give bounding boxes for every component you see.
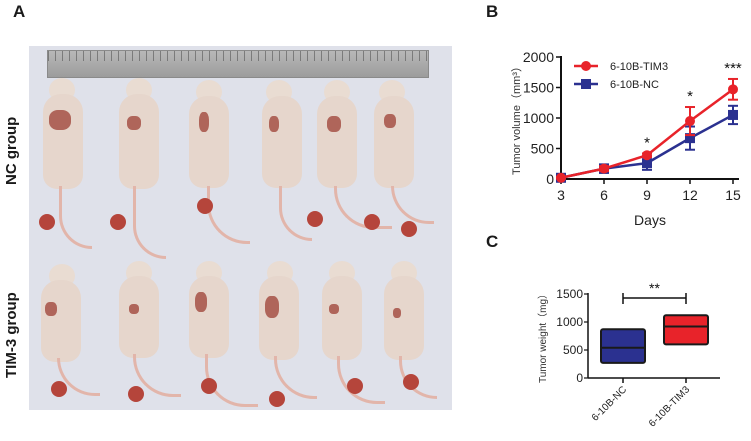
box <box>663 314 709 346</box>
y-tick-label: 0 <box>576 371 583 385</box>
data-point <box>599 163 609 174</box>
legend-label: 6-10B-TIM3 <box>610 61 668 73</box>
y-tick-label: 1500 <box>523 80 554 96</box>
y-axis-title: Tumor volume（mm³） <box>510 61 523 175</box>
y-tick-label: 1000 <box>556 315 583 329</box>
tumor-weight-chart: 0 500 1000 1500 Tumor weight（mg） 6-10B-NC 6-10… <box>537 280 720 429</box>
x-tick-label: 3 <box>557 187 565 203</box>
x-tick-label: 6 <box>600 187 608 203</box>
x-tick-label: 9 <box>643 187 651 203</box>
significance-marker: ** <box>649 280 660 296</box>
data-point <box>728 109 738 120</box>
legend-marker <box>581 61 591 71</box>
data-point <box>685 116 695 127</box>
data-point <box>728 84 738 95</box>
data-point <box>642 150 652 161</box>
y-tick-label: 0 <box>546 171 554 187</box>
data-point <box>642 158 652 169</box>
panel-a-label: A <box>13 2 26 21</box>
panel-c-label: C <box>486 232 499 251</box>
data-point <box>556 172 566 183</box>
x-tick-label: 15 <box>725 187 741 203</box>
legend-marker <box>581 79 591 89</box>
legend-label: 6-10B-NC <box>610 79 659 91</box>
mice-photo <box>29 46 452 410</box>
panel-b-label: B <box>486 2 499 21</box>
box <box>600 328 646 364</box>
significance-marker: *** <box>724 60 742 77</box>
y-tick-label: 1000 <box>523 110 554 126</box>
y-tick-label: 2000 <box>523 49 554 65</box>
y-tick-label: 500 <box>563 343 583 357</box>
ruler <box>47 50 429 78</box>
significance-marker: * <box>644 134 650 151</box>
data-point <box>685 133 695 144</box>
x-axis-title: Days <box>634 212 666 228</box>
tumor-volume-chart: 0 500 1000 1500 2000 3 6 9 12 15 Days Tumor volume（… <box>510 49 742 228</box>
y-tick-label: 1500 <box>556 287 583 301</box>
x-tick-label: 6-10B-NC <box>590 384 629 423</box>
x-tick-label: 6-10B-TIM3 <box>647 384 692 429</box>
x-tick-label: 12 <box>682 187 698 203</box>
significance-marker: * <box>687 88 693 105</box>
y-tick-label: 500 <box>531 141 555 157</box>
y-axis-title: Tumor weight（mg） <box>537 289 549 383</box>
